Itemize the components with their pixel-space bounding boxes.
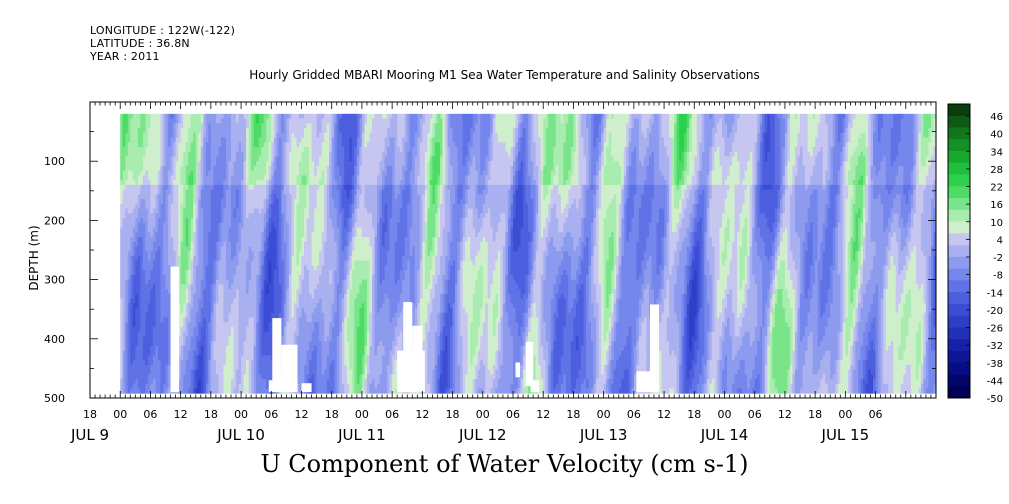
- colorbar-swatch: [948, 339, 970, 352]
- missing-data-gap: [412, 325, 423, 393]
- x-hour-tick-label: 00: [718, 408, 732, 421]
- missing-data-gap: [170, 266, 180, 393]
- x-hour-tick-label: 00: [113, 408, 127, 421]
- missing-data-gap: [636, 371, 654, 393]
- y-tick-label: 500: [44, 392, 65, 405]
- colorbar-swatch: [948, 303, 970, 316]
- x-hour-tick-label: 18: [446, 408, 460, 421]
- colorbar-swatch: [948, 280, 970, 293]
- colorbar-swatch: [948, 315, 970, 328]
- colorbar-label: -26: [987, 324, 1003, 335]
- x-hour-tick-label: 12: [536, 408, 550, 421]
- x-day-label: JUL 13: [579, 426, 628, 444]
- x-hour-tick-label: 06: [506, 408, 520, 421]
- colorbar-label: 40: [990, 130, 1003, 141]
- colorbar-label: 46: [990, 112, 1003, 123]
- colorbar-label: 16: [990, 200, 1003, 211]
- x-hour-tick-label: 06: [385, 408, 399, 421]
- colorbar-swatch: [948, 139, 970, 152]
- y-tick-label: 100: [44, 155, 65, 168]
- colorbar-swatch: [948, 104, 970, 117]
- colorbar-swatch: [948, 374, 970, 387]
- colorbar-swatch: [948, 209, 970, 222]
- missing-data-gap: [649, 304, 660, 393]
- colorbar-swatch: [948, 268, 970, 281]
- colorbar-swatch: [948, 256, 970, 269]
- colorbar-swatch: [948, 233, 970, 246]
- x-hour-tick-label: 12: [778, 408, 792, 421]
- colorbar-swatch: [948, 245, 970, 258]
- missing-data-gap: [281, 344, 298, 393]
- colorbar-swatch: [948, 386, 970, 399]
- x-day-label: JUL 10: [216, 426, 265, 444]
- chart-title: Hourly Gridded MBARI Mooring M1 Sea Wate…: [249, 68, 760, 82]
- missing-data-gap: [301, 383, 312, 393]
- colorbar-label: -2: [993, 253, 1003, 264]
- colorbar-swatch: [948, 151, 970, 164]
- colorbar-label: 22: [990, 183, 1003, 194]
- year-label: YEAR : 2011: [90, 50, 160, 63]
- colorbar-swatch: [948, 350, 970, 364]
- x-hour-tick-label: 00: [597, 408, 611, 421]
- colorbar-swatch: [948, 221, 970, 234]
- missing-data-gap: [403, 302, 413, 393]
- x-hour-tick-label: 06: [748, 408, 762, 421]
- latitude-label: LATITUDE : 36.8N: [90, 37, 190, 50]
- x-hour-tick-label: 00: [234, 408, 248, 421]
- y-tick-label: 200: [44, 214, 65, 227]
- colorbar-swatch: [948, 127, 970, 140]
- longitude-label: LONGITUDE : 122W(-122): [90, 24, 236, 37]
- x-day-label: JUL 11: [337, 426, 386, 444]
- x-hour-tick-label: 18: [808, 408, 822, 421]
- x-day-label: JUL 12: [458, 426, 507, 444]
- x-hour-tick-label: 06: [264, 408, 278, 421]
- x-hour-tick-label: 18: [83, 408, 97, 421]
- colorbar-swatch: [948, 174, 970, 187]
- colorbar-label: -8: [993, 271, 1003, 282]
- colorbar-label: -14: [987, 288, 1003, 299]
- missing-data-gap: [530, 380, 540, 393]
- colorbar-label: -44: [987, 376, 1003, 387]
- x-day-label: JUL 15: [821, 426, 870, 444]
- x-hour-tick-label: 18: [566, 408, 580, 421]
- x-day-label: JUL 9: [70, 426, 109, 444]
- x-hour-tick-label: 00: [838, 408, 852, 421]
- colorbar-label: 10: [990, 218, 1003, 229]
- colorbar-swatch: [948, 186, 970, 199]
- x-hour-tick-label: 12: [415, 408, 429, 421]
- x-hour-tick-label: 06: [869, 408, 883, 421]
- colorbar-swatch: [948, 115, 970, 128]
- colorbar-label: -20: [987, 306, 1003, 317]
- colorbar-swatch: [948, 292, 970, 305]
- missing-data-gap: [515, 362, 521, 378]
- x-hour-tick-label: 00: [476, 408, 490, 421]
- colorbar-swatch: [948, 327, 970, 340]
- colorbar-frame: [947, 103, 971, 399]
- colorbar-label: 34: [990, 147, 1003, 158]
- colorbar-swatch: [948, 198, 970, 211]
- x-hour-tick-label: 18: [687, 408, 701, 421]
- colorbar-swatch: [948, 362, 970, 375]
- x-hour-tick-label: 18: [204, 408, 218, 421]
- x-hour-tick-label: 18: [325, 408, 339, 421]
- missing-data-gap: [272, 318, 282, 393]
- colorbar-label: -50: [987, 394, 1003, 405]
- variable-title: U Component of Water Velocity (cm s-1): [260, 450, 749, 478]
- colorbar-swatch: [948, 162, 970, 175]
- y-tick-label: 300: [44, 274, 65, 287]
- colorbar-label: 28: [990, 165, 1003, 176]
- x-day-label: JUL 14: [700, 426, 749, 444]
- x-hour-tick-label: 12: [295, 408, 309, 421]
- colorbar-label: -38: [987, 359, 1003, 370]
- x-hour-tick-label: 00: [355, 408, 369, 421]
- x-hour-tick-label: 06: [143, 408, 157, 421]
- x-hour-tick-label: 12: [657, 408, 671, 421]
- missing-data-gap: [525, 341, 534, 387]
- colorbar-label: 4: [997, 235, 1003, 246]
- x-hour-tick-label: 12: [174, 408, 188, 421]
- x-hour-tick-label: 06: [627, 408, 641, 421]
- colorbar-label: -32: [987, 341, 1003, 352]
- y-tick-label: 400: [44, 333, 65, 346]
